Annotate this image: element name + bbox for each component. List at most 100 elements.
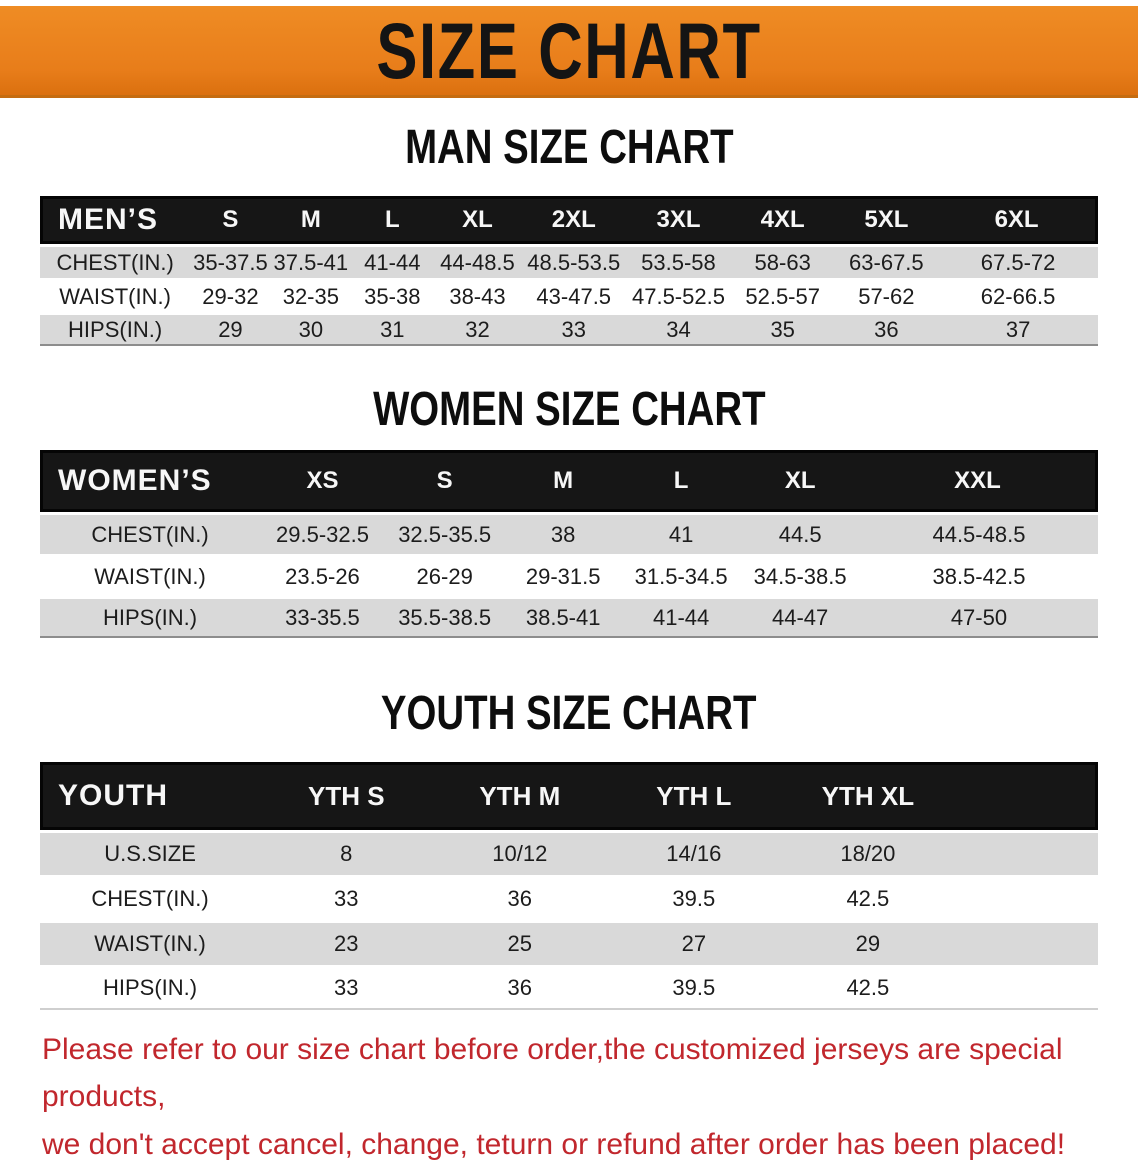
size-column-header: 5XL <box>834 196 939 244</box>
size-column-header: YTH S <box>260 762 433 830</box>
measurement-value: 33 <box>521 312 627 346</box>
row-spacer-cell <box>955 965 1098 1010</box>
measurement-row: HIPS(IN.) 29 30 31 32 33 34 35 36 37 <box>40 312 1098 346</box>
men-size-table-container: MEN’S S M L XL 2XL 3XL 4XL 5XL 6XL CHEST(IN.) 35-37… <box>0 196 1138 346</box>
measurement-value: 38.5-41 <box>504 596 622 638</box>
measurement-value: 31 <box>351 312 434 346</box>
measurement-value: 25 <box>432 920 608 965</box>
banner-title: SIZE CHART <box>376 5 762 95</box>
measurement-value: 44.5 <box>740 512 860 554</box>
measurement-value: 32 <box>433 312 522 346</box>
men-size-table: MEN’S S M L XL 2XL 3XL 4XL 5XL 6XL CHEST(IN.) 35-37… <box>40 196 1098 346</box>
row-spacer-cell <box>955 875 1098 920</box>
measurement-row: U.S.SIZE 8 10/12 14/16 18/20 <box>40 830 1098 875</box>
measurement-value: 43-47.5 <box>521 278 627 312</box>
size-column-header: XL <box>433 196 522 244</box>
measurement-value: 39.5 <box>607 875 781 920</box>
table-corner-label: YOUTH <box>40 762 261 830</box>
measurement-value: 34 <box>626 312 731 346</box>
size-column-header: L <box>621 450 741 512</box>
measurement-value: 41 <box>621 512 741 554</box>
youth-size-table: YOUTH YTH S YTH M YTH L YTH XL U.S.SIZE 8 10/12… <box>40 762 1098 1010</box>
women-size-chart-heading: WOMEN SIZE CHART <box>0 386 1138 434</box>
size-column-header: L <box>351 196 434 244</box>
measurement-value: 18/20 <box>780 830 956 875</box>
measurement-value: 32.5-35.5 <box>384 512 505 554</box>
measurement-value: 41-44 <box>351 244 434 278</box>
measurement-label: CHEST(IN.) <box>40 512 261 554</box>
measurement-value: 47.5-52.5 <box>626 278 731 312</box>
size-column-header: M <box>270 196 352 244</box>
measurement-value: 33-35.5 <box>260 596 385 638</box>
measurement-value: 35 <box>730 312 835 346</box>
measurement-value: 41-44 <box>621 596 741 638</box>
measurement-value: 29 <box>780 920 956 965</box>
measurement-value: 23.5-26 <box>260 554 385 596</box>
measurement-value: 44-48.5 <box>433 244 522 278</box>
measurement-label: WAIST(IN.) <box>40 554 261 596</box>
measurement-value: 35-38 <box>351 278 434 312</box>
measurement-row: WAIST(IN.) 23 25 27 29 <box>40 920 1098 965</box>
measurement-label: WAIST(IN.) <box>40 920 261 965</box>
table-corner-label: WOMEN’S <box>40 450 261 512</box>
measurement-row: HIPS(IN.) 33-35.5 35.5-38.5 38.5-41 41-44 44-… <box>40 596 1098 638</box>
measurement-value: 26-29 <box>384 554 505 596</box>
measurement-value: 35-37.5 <box>190 244 271 278</box>
man-size-chart-heading: MAN SIZE CHART <box>0 124 1138 172</box>
measurement-value: 42.5 <box>780 875 956 920</box>
measurement-value: 44.5-48.5 <box>859 512 1098 554</box>
measurement-value: 37.5-41 <box>270 244 352 278</box>
size-column-header: XL <box>740 450 860 512</box>
size-table-header-row: MEN’S S M L XL 2XL 3XL 4XL 5XL 6XL <box>40 196 1098 244</box>
size-column-header: S <box>190 196 271 244</box>
measurement-label: HIPS(IN.) <box>40 596 261 638</box>
measurement-value: 42.5 <box>780 965 956 1010</box>
disclaimer-line-2: we don't accept cancel, change, teturn o… <box>42 1127 1066 1161</box>
man-size-chart-heading-text: MAN SIZE CHART <box>404 121 734 174</box>
measurement-label: CHEST(IN.) <box>40 244 191 278</box>
measurement-value: 31.5-34.5 <box>621 554 741 596</box>
measurement-value: 47-50 <box>859 596 1098 638</box>
measurement-value: 58-63 <box>730 244 835 278</box>
row-spacer-cell <box>955 830 1098 875</box>
size-column-header: YTH XL <box>780 762 956 830</box>
measurement-value: 67.5-72 <box>938 244 1098 278</box>
measurement-value: 62-66.5 <box>938 278 1098 312</box>
size-column-header: S <box>384 450 505 512</box>
measurement-value: 35.5-38.5 <box>384 596 505 638</box>
measurement-value: 33 <box>260 965 433 1010</box>
measurement-row: WAIST(IN.) 23.5-26 26-29 29-31.5 31.5-34.5 34… <box>40 554 1098 596</box>
measurement-row: CHEST(IN.) 33 36 39.5 42.5 <box>40 875 1098 920</box>
measurement-label: HIPS(IN.) <box>40 965 261 1010</box>
size-column-header: 2XL <box>521 196 627 244</box>
women-size-table-container: WOMEN’S XS S M L XL XXL CHEST(IN.) 29.5-32.5 32.5… <box>0 450 1138 638</box>
youth-size-chart-heading: YOUTH SIZE CHART <box>0 690 1138 738</box>
measurement-row: CHEST(IN.) 35-37.5 37.5-41 41-44 44-48.5 48.5… <box>40 244 1098 278</box>
measurement-row: HIPS(IN.) 33 36 39.5 42.5 <box>40 965 1098 1010</box>
size-column-header: 4XL <box>730 196 835 244</box>
table-corner-label: MEN’S <box>40 196 191 244</box>
size-column-header: YTH M <box>432 762 608 830</box>
measurement-value: 36 <box>432 965 608 1010</box>
header-spacer-cell <box>955 762 1098 830</box>
youth-size-chart-heading-text: YOUTH SIZE CHART <box>381 687 757 740</box>
disclaimer-text: Please refer to our size chart before or… <box>42 1026 1118 1168</box>
size-table-header-row: YOUTH YTH S YTH M YTH L YTH XL <box>40 762 1098 830</box>
measurement-value: 27 <box>607 920 781 965</box>
measurement-value: 29 <box>190 312 271 346</box>
size-table-header-row: WOMEN’S XS S M L XL XXL <box>40 450 1098 512</box>
size-column-header: XXL <box>859 450 1098 512</box>
measurement-value: 29-31.5 <box>504 554 622 596</box>
measurement-label: CHEST(IN.) <box>40 875 261 920</box>
measurement-value: 34.5-38.5 <box>740 554 860 596</box>
measurement-value: 33 <box>260 875 433 920</box>
measurement-value: 37 <box>938 312 1098 346</box>
measurement-value: 29-32 <box>190 278 271 312</box>
measurement-value: 57-62 <box>834 278 939 312</box>
measurement-value: 39.5 <box>607 965 781 1010</box>
size-column-header: YTH L <box>607 762 781 830</box>
size-column-header: M <box>504 450 622 512</box>
measurement-row: WAIST(IN.) 29-32 32-35 35-38 38-43 43-47.5 47.… <box>40 278 1098 312</box>
size-column-header: XS <box>260 450 385 512</box>
measurement-value: 8 <box>260 830 433 875</box>
